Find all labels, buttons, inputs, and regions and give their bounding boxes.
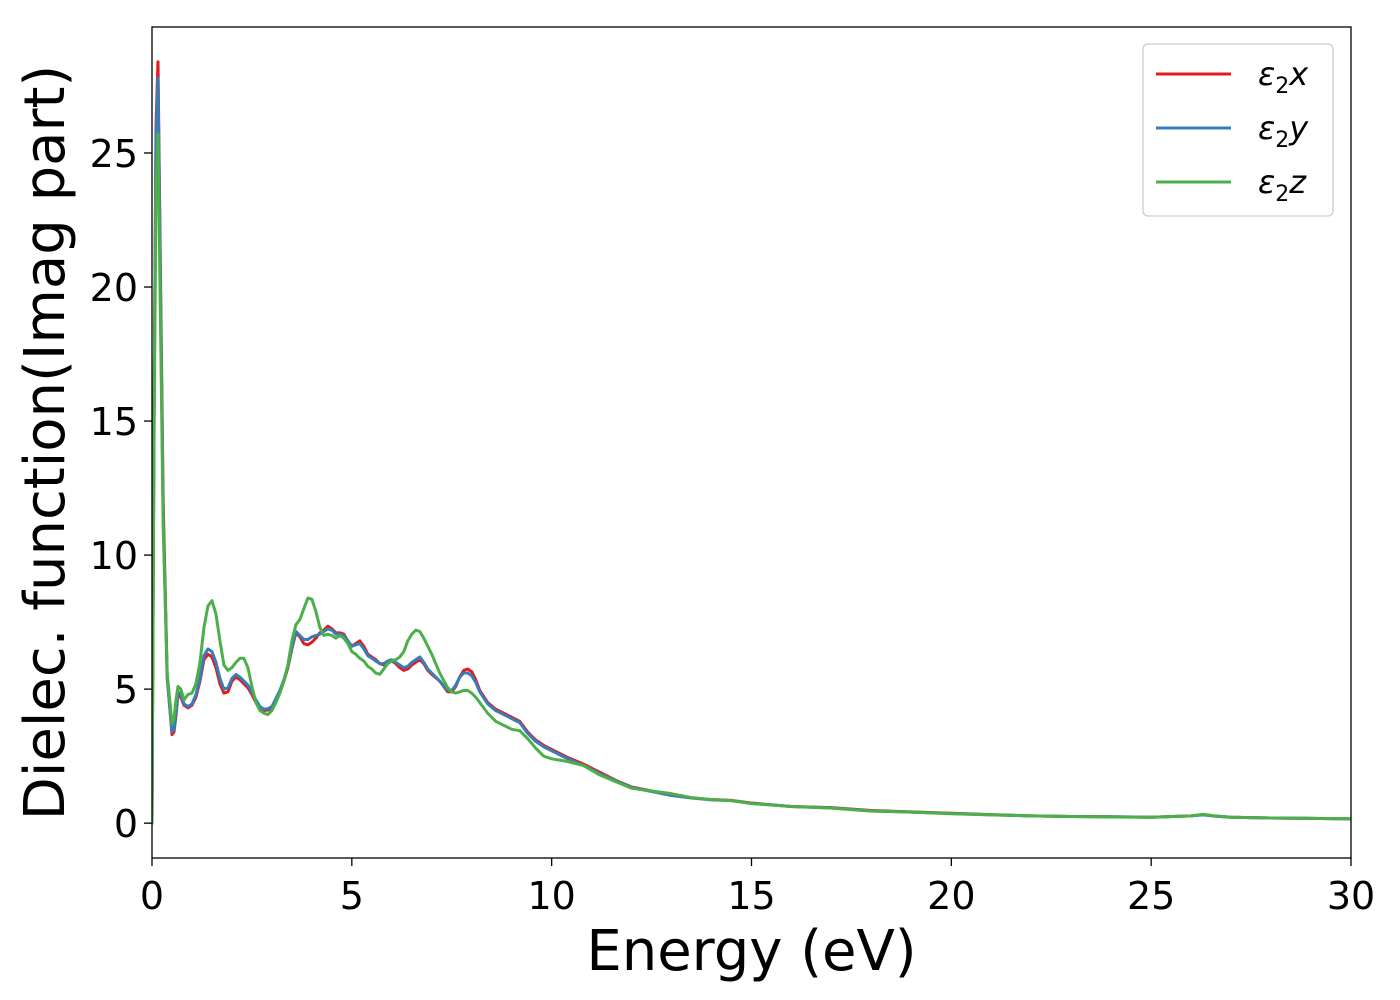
legend-label-z: ε2z <box>1258 163 1307 207</box>
y-axis-label: Dielec. function(Imag part) <box>13 65 78 821</box>
x-axis: 0 5 10 15 20 25 30 <box>140 858 1375 918</box>
legend-label-x: ε2x <box>1258 55 1309 99</box>
legend-label-y: ε2y <box>1258 109 1309 153</box>
series-line-z <box>152 132 1351 825</box>
y-axis: 0 5 10 15 20 25 <box>90 132 152 846</box>
y-tick-label: 0 <box>114 802 138 846</box>
legend-box <box>1142 43 1334 217</box>
x-axis-label: Energy (eV) <box>586 919 916 984</box>
x-tick-label: 5 <box>340 874 364 918</box>
x-tick-label: 15 <box>727 874 775 918</box>
series-layer <box>152 60 1351 825</box>
x-tick-label: 0 <box>140 874 164 918</box>
legend: ε2x ε2y ε2z <box>1142 43 1334 217</box>
x-tick-label: 30 <box>1327 874 1375 918</box>
y-tick-label: 20 <box>90 266 138 310</box>
y-tick-label: 5 <box>114 668 138 712</box>
y-tick-label: 10 <box>90 534 138 578</box>
x-tick-label: 10 <box>527 874 575 918</box>
x-tick-label: 25 <box>1127 874 1175 918</box>
y-tick-label: 25 <box>90 132 138 176</box>
y-tick-label: 15 <box>90 400 138 444</box>
x-tick-label: 20 <box>927 874 975 918</box>
